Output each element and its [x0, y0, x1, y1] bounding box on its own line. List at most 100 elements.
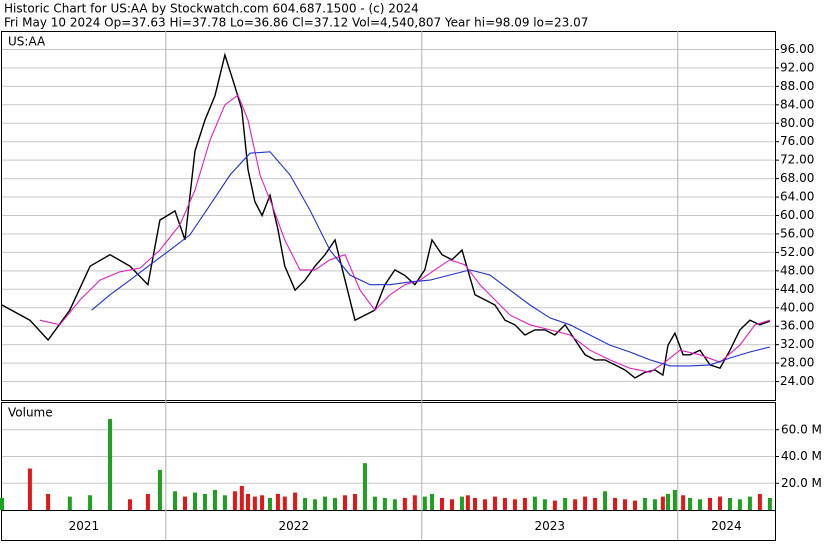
- volume-bar: [239, 485, 244, 510]
- volume-bar: [303, 497, 308, 510]
- volume-bar: [583, 496, 588, 510]
- volume-tick-label: 40.0 M: [781, 449, 822, 463]
- volume-bar: [642, 497, 647, 510]
- y-tick-label: 28.00: [780, 356, 814, 370]
- price-line: [91, 151, 771, 367]
- volume-bar: [372, 496, 377, 510]
- y-tick-label: 44.00: [780, 282, 814, 296]
- volume-bar: [0, 497, 4, 510]
- volume-bar: [563, 497, 568, 510]
- volume-bar: [127, 499, 132, 510]
- volume-bar: [532, 496, 537, 510]
- y-tick-label: 72.00: [780, 153, 814, 167]
- volume-bar: [323, 496, 328, 510]
- y-tick-label: 96.00: [780, 42, 814, 56]
- volume-bar: [660, 496, 665, 510]
- volume-bar: [652, 499, 657, 510]
- volume-bar: [333, 497, 338, 510]
- volume-bar: [613, 497, 618, 510]
- volume-label: Volume: [8, 406, 53, 420]
- volume-bar: [183, 496, 188, 510]
- volume-bar: [717, 496, 722, 510]
- volume-bar: [202, 493, 207, 510]
- volume-bar: [430, 493, 435, 510]
- volume-bar: [245, 493, 250, 510]
- volume-bar: [672, 489, 677, 510]
- volume-bar: [212, 489, 217, 510]
- volume-bar: [275, 493, 280, 510]
- volume-bar: [502, 497, 507, 510]
- volume-bar: [352, 493, 357, 510]
- price-line: [1, 52, 771, 379]
- volume-bar: [666, 493, 671, 510]
- y-tick-label: 88.00: [780, 79, 814, 93]
- volume-bar: [482, 499, 487, 510]
- y-tick-label: 48.00: [780, 263, 814, 277]
- volume-bar: [88, 495, 93, 510]
- volume-bar: [542, 499, 547, 510]
- y-tick-label: 68.00: [780, 171, 814, 185]
- volume-bar: [727, 497, 732, 510]
- time-axis: [1, 510, 776, 541]
- y-tick-label: 60.00: [780, 208, 814, 222]
- y-tick-label: 84.00: [780, 97, 814, 111]
- y-tick-label: 36.00: [780, 319, 814, 333]
- volume-bar: [192, 492, 197, 510]
- volume-bar: [449, 499, 454, 510]
- volume-bar: [252, 496, 257, 510]
- volume-bar: [157, 469, 162, 510]
- volume-bar: [623, 499, 628, 510]
- volume-bar: [342, 495, 347, 510]
- volume-bar: [382, 497, 387, 510]
- volume-tick-label: 60.0 M: [781, 422, 822, 436]
- y-tick-label: 24.00: [780, 374, 814, 388]
- volume-bar: [767, 497, 772, 510]
- volume-bar: [67, 496, 72, 510]
- x-tick-label: 2024: [711, 519, 742, 533]
- volume-bar: [173, 491, 178, 510]
- volume-bar: [473, 497, 478, 510]
- y-tick-label: 76.00: [780, 134, 814, 148]
- volume-bar: [698, 499, 703, 510]
- y-tick-label: 40.00: [780, 300, 814, 314]
- volume-tick-label: 20.0 M: [781, 476, 822, 490]
- volume-bar: [46, 493, 51, 510]
- volume-bar: [222, 495, 227, 510]
- volume-bar: [632, 500, 637, 510]
- y-tick-label: 56.00: [780, 226, 814, 240]
- y-tick-label: 92.00: [780, 60, 814, 74]
- volume-bar: [282, 496, 287, 510]
- y-tick-label: 32.00: [780, 337, 814, 351]
- volume-bar: [392, 499, 397, 510]
- volume-bar: [747, 496, 752, 510]
- x-tick-label: 2022: [279, 519, 310, 533]
- volume-bar: [459, 496, 464, 510]
- y-tick-label: 52.00: [780, 245, 814, 259]
- volume-bar: [681, 495, 686, 510]
- volume-bar: [267, 497, 272, 510]
- y-tick-label: 64.00: [780, 190, 814, 204]
- volume-bar: [232, 491, 237, 510]
- volume-bar: [603, 491, 608, 510]
- volume-bar: [313, 499, 318, 510]
- volume-bar: [362, 463, 367, 510]
- volume-bar: [522, 497, 527, 510]
- volume-bar: [552, 500, 557, 510]
- volume-bar: [293, 492, 298, 510]
- volume-bar: [412, 495, 417, 510]
- symbol-label: US:AA: [8, 35, 46, 49]
- y-tick-label: 80.00: [780, 116, 814, 130]
- volume-bar: [439, 497, 444, 510]
- volume-bar: [260, 495, 265, 510]
- volume-bar: [27, 468, 32, 510]
- volume-bar: [593, 497, 598, 510]
- x-tick-label: 2023: [534, 519, 565, 533]
- price-line: [39, 94, 771, 373]
- volume-bar: [492, 496, 497, 510]
- x-tick-label: 2021: [69, 519, 100, 533]
- chart-subtitle: Fri May 10 2024 Op=37.63 Hi=37.78 Lo=36.…: [4, 16, 588, 30]
- volume-bar: [422, 496, 427, 510]
- chart-title: Historic Chart for US:AA by Stockwatch.c…: [4, 2, 419, 16]
